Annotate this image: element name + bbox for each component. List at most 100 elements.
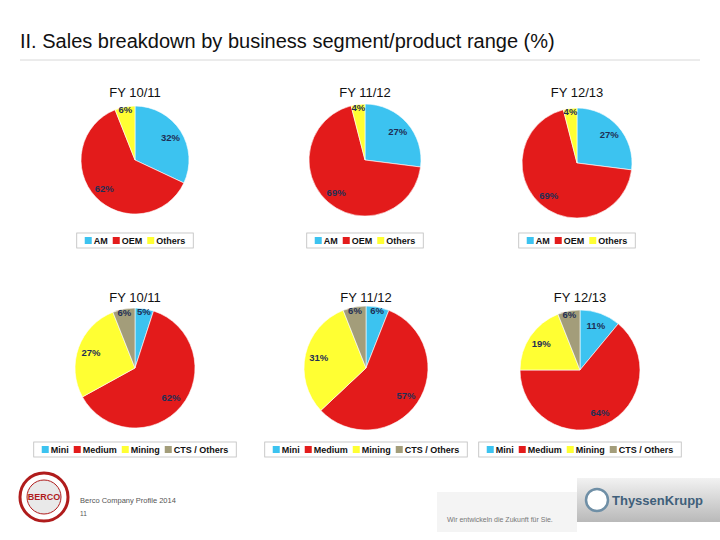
legend-label: Mini (282, 445, 300, 455)
legend: AMOEMOthers (519, 233, 636, 248)
legend-label: AM (94, 236, 108, 246)
pie: 6%57%31%6% (304, 305, 428, 430)
legend-items: MiniMediumMiningCTS / Others (42, 445, 229, 455)
legend-swatch (74, 446, 81, 453)
pie: 5% 62% 27% 6% (75, 306, 195, 428)
slogan-band (437, 492, 577, 532)
chart-title: FY 12/13 (554, 290, 607, 305)
legend-swatch (122, 446, 129, 453)
footer: BERCO Berco Company Profile 2014 11 Wir ent… (20, 473, 720, 532)
pie-slice (577, 108, 632, 170)
legend-swatch (42, 446, 49, 453)
data-label: 27% (388, 126, 408, 137)
legend-swatch (147, 237, 154, 244)
data-label: 6% (370, 305, 384, 316)
pie-chart: FY 12/1311%64%19%6%MiniMediumMiningCTS /… (479, 290, 682, 457)
logo-left-ring (20, 473, 68, 521)
legend-box (34, 442, 237, 457)
slogan: Wir entwickeln die Zukunft für Sie. (447, 516, 553, 523)
legend-swatch (519, 446, 526, 453)
logo-right-emblem (586, 489, 608, 511)
data-label: 62% (162, 392, 182, 403)
legend-label: Mining (576, 445, 605, 455)
data-label: 32% (161, 132, 181, 143)
legend-label: AM (324, 236, 338, 246)
data-label: 4% (351, 102, 365, 113)
data-label: 6% (562, 309, 576, 320)
data-label: 4% (564, 106, 578, 117)
logo-right-box (577, 478, 720, 522)
legend-swatch (377, 237, 384, 244)
legend-label: Mining (131, 445, 160, 455)
legend-swatch (315, 237, 322, 244)
data-label: 64% (590, 407, 610, 418)
data-label: 6% (348, 305, 362, 316)
data-label: 69% (539, 190, 559, 201)
legend-swatch (555, 237, 562, 244)
legend-label: CTS / Others (619, 445, 674, 455)
legend-items: AM OEM Others (315, 236, 416, 246)
data-label: 6% (117, 307, 131, 318)
logo-left-text: BERCO (28, 492, 61, 502)
legend-box (77, 233, 194, 248)
legend-swatch (113, 237, 120, 244)
data-label: 5% (137, 306, 151, 317)
pie: 11%64%19%6% (520, 309, 640, 430)
legend-label: CTS / Others (405, 445, 460, 455)
legend-items: AMOEMOthers (85, 236, 186, 246)
chart-title: FY 11/12 (340, 290, 392, 305)
legend: AM OEM Others (307, 233, 424, 248)
legend-swatch (567, 446, 574, 453)
data-label: 69% (327, 187, 347, 198)
legend-items: MiniMediumMiningCTS / Others (273, 445, 460, 455)
legend-swatch (273, 446, 280, 453)
footer-company: Berco Company Profile 2014 (80, 496, 176, 505)
legend-swatch (165, 446, 172, 453)
chart-title: FY 12/13 (551, 85, 604, 100)
legend-label: Mini (496, 445, 514, 455)
pie-chart: FY 10/1132%62%6%AMOEMOthers (77, 85, 194, 248)
legend: MiniMediumMiningCTS / Others (34, 442, 237, 457)
data-label: 27% (81, 347, 101, 358)
legend-swatch (305, 446, 312, 453)
page-number: 11 (80, 510, 87, 517)
chart-title: FY 11/12 (339, 85, 391, 100)
data-label: 31% (309, 352, 329, 363)
legend-label: Medium (528, 445, 562, 455)
logo-left-core (27, 480, 61, 514)
pie: 32%62%6% (81, 104, 189, 214)
legend: Mini Medium Mining CTS / Others (479, 442, 682, 457)
legend-swatch (353, 446, 360, 453)
legend-box (265, 442, 468, 457)
pie-chart: FY 10/115%62%27%6%MiniMediumMiningCTS / … (34, 290, 237, 457)
legend-label: Mini (51, 445, 69, 455)
legend: AMOEMOthers (77, 233, 194, 248)
legend-label: OEM (352, 236, 373, 246)
legend-swatch (343, 237, 350, 244)
pie-chart: FY 12/1327%69%4%AMOEMOthers (519, 85, 636, 248)
chart-title: FY 10/11 (109, 85, 161, 100)
legend-items: Mini Medium Mining CTS / Others (487, 445, 674, 455)
legend-box (519, 233, 636, 248)
slide: II. Sales breakdown by business segment/… (0, 0, 720, 540)
legend-swatch (589, 237, 596, 244)
logo-right-text: ThyssenKrupp (612, 493, 703, 508)
legend-items: AMOEMOthers (527, 236, 628, 246)
data-label: 11% (587, 320, 606, 331)
pie-chart: FY 11/12 27% 69% 4% AM OEM Others (307, 85, 424, 248)
data-label: 62% (95, 183, 115, 194)
legend-label: Medium (83, 445, 117, 455)
pie: 27% 69% 4% (309, 102, 421, 216)
legend-label: OEM (122, 236, 143, 246)
legend-swatch (487, 446, 494, 453)
pie-chart: FY 11/126%57%31%6%MiniMediumMiningCTS / … (265, 290, 468, 457)
legend-box (479, 442, 682, 457)
legend-label: Others (386, 236, 415, 246)
legend-label: OEM (564, 236, 585, 246)
pie: 27%69%4% (522, 106, 632, 218)
legend-label: Mining (362, 445, 391, 455)
legend: MiniMediumMiningCTS / Others (265, 442, 468, 457)
legend-swatch (396, 446, 403, 453)
title-rule (20, 60, 700, 61)
legend-box (307, 233, 424, 248)
